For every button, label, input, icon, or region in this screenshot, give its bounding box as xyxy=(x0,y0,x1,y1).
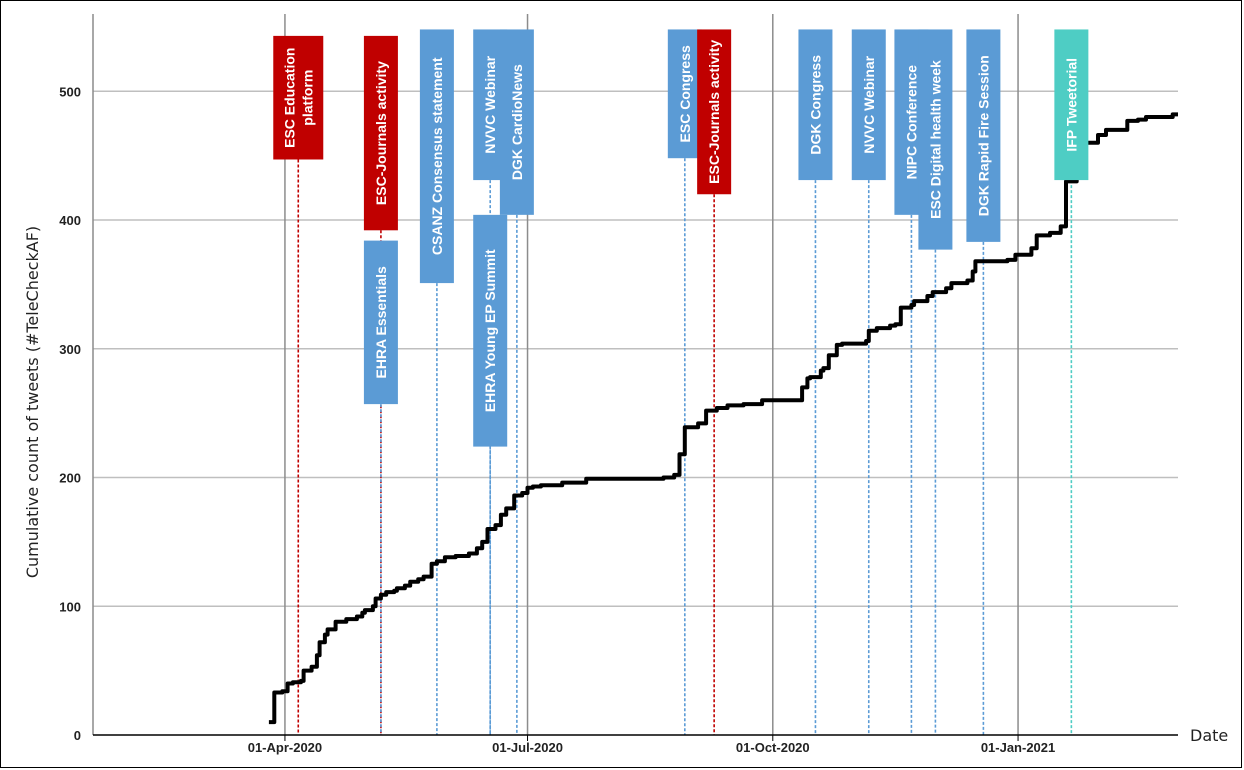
x-tick-label: 01-Jul-2020 xyxy=(492,740,563,755)
event-label-text: ESC Congress xyxy=(677,45,693,142)
event-label-box: CSANZ Consensus statement xyxy=(419,29,454,284)
event-box xyxy=(363,240,398,405)
event-labels: ESC Education platform ESC-Journals activi… xyxy=(273,29,1089,447)
event-label-text: ESC-Journals activity xyxy=(706,40,722,184)
y-tick-label: 300 xyxy=(59,342,81,357)
x-tick-label: 01-Apr-2020 xyxy=(248,740,322,755)
event-label-box: ESC Digital health week xyxy=(918,29,953,250)
event-label-text: CSANZ Consensus statement xyxy=(429,57,445,255)
event-label-text: DGK CardioNews xyxy=(509,64,525,180)
y-axis-title: Cumulative count of tweets (#TeleCheckAF… xyxy=(23,226,42,578)
event-box xyxy=(966,29,1001,242)
event-label-text: DGK Congress xyxy=(807,55,823,155)
event-label-text: EHRA Essentials xyxy=(373,266,389,379)
event-box xyxy=(851,29,886,181)
y-tick-label: 400 xyxy=(59,213,81,228)
event-label-text: NVVC Webinar xyxy=(482,55,498,153)
event-label-text: ESC Education xyxy=(281,48,297,148)
event-label-text: DGK Rapid Fire Session xyxy=(975,55,991,216)
x-tick-label: 01-Oct-2020 xyxy=(736,740,810,755)
event-label-text: ESC Digital health week xyxy=(927,60,943,219)
event-label-box: ESC Education platform xyxy=(273,35,324,160)
event-lines xyxy=(297,158,1073,735)
event-label-text: NIPC Conference xyxy=(903,65,919,180)
axes: 0 100 200 300 400 500 01-Apr-2020 01-Jul-2020 01… xyxy=(59,84,1178,755)
event-label-box: EHRA Essentials xyxy=(363,240,398,405)
x-tick-label: 01-Jan-2021 xyxy=(981,740,1055,755)
event-label-text: IFP Tweetorial xyxy=(1063,58,1079,152)
series-layer xyxy=(268,112,1178,725)
event-label-box: DGK Rapid Fire Session xyxy=(966,29,1001,242)
event-box xyxy=(697,29,732,195)
event-box xyxy=(273,35,324,160)
x-axis-title: Date xyxy=(1190,726,1228,745)
event-label-box: ESC Congress xyxy=(667,29,702,159)
y-tick-label: 200 xyxy=(59,471,81,486)
y-tick-label: 500 xyxy=(59,84,81,99)
event-box xyxy=(363,35,398,231)
event-label-box: IFP Tweetorial xyxy=(1054,29,1089,181)
event-box xyxy=(419,29,454,284)
event-label-box: NVVC Webinar xyxy=(851,29,886,181)
event-label-text: EHRA Young EP Summit xyxy=(482,249,498,412)
event-label-box: ESC-Journals activity xyxy=(697,29,732,195)
event-label-text: ESC-Journals activity xyxy=(373,61,389,205)
event-label-box: ESC-Journals activity xyxy=(363,35,398,231)
grid xyxy=(92,14,1178,735)
event-box xyxy=(798,29,833,181)
y-tick-label: 100 xyxy=(59,599,81,614)
event-label-box: EHRA Young EP Summit xyxy=(473,214,508,447)
event-box xyxy=(667,29,702,159)
event-box xyxy=(918,29,953,250)
event-box xyxy=(473,214,508,447)
event-box xyxy=(1054,29,1089,181)
event-label-box: DGK Congress xyxy=(798,29,833,181)
cumulative-tweets-line xyxy=(268,112,1178,725)
event-label-text: NVVC Webinar xyxy=(861,55,877,153)
event-box xyxy=(499,29,534,215)
event-label-text: platform xyxy=(299,70,315,126)
y-tick-label: 0 xyxy=(74,728,81,743)
event-label-box: DGK CardioNews xyxy=(499,29,534,215)
